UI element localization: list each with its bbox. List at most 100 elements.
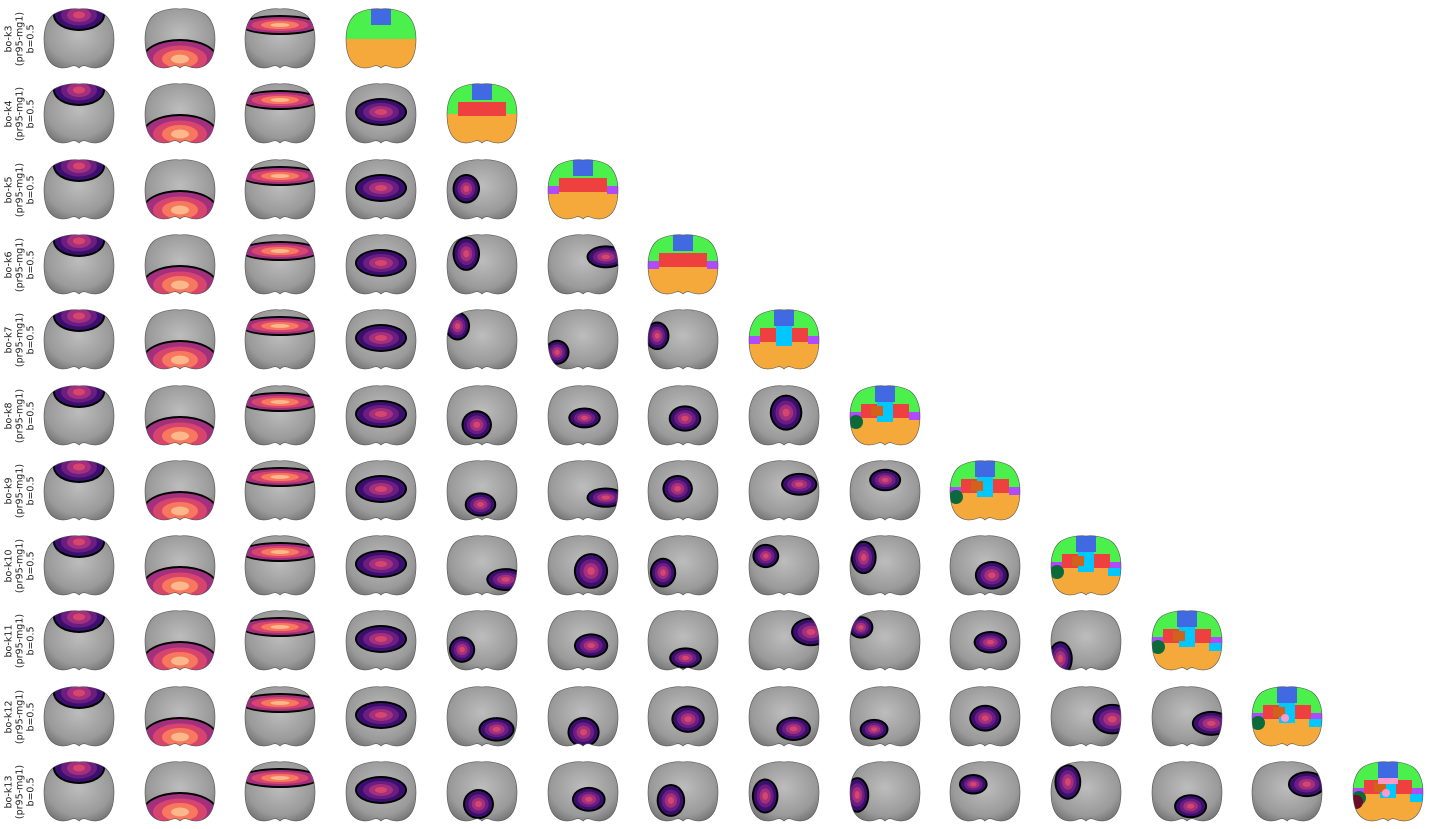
cluster-component-tile — [545, 306, 621, 372]
cluster-component-tile — [343, 231, 419, 297]
brain-map — [1252, 761, 1323, 822]
cluster-component-tile — [746, 683, 822, 749]
row-label: bo-k12 (pr95-mg1) b=0.5 — [0, 687, 40, 747]
brain-map — [245, 83, 316, 144]
cluster-component-tile — [444, 532, 520, 598]
brain-map — [849, 535, 920, 596]
cluster-component-tile — [645, 607, 721, 673]
brain-map — [1050, 610, 1122, 671]
row-label-subtitle: (pr95-mg1) — [14, 689, 26, 744]
row-label-subtitle: (pr95-mg1) — [14, 87, 26, 142]
cluster-component-tile — [444, 758, 520, 824]
brain-map — [849, 686, 920, 747]
cluster-component-tile — [142, 5, 218, 71]
cluster-component-tile — [645, 306, 721, 372]
brain-map — [949, 610, 1021, 671]
brain-map — [647, 384, 719, 445]
brain-map — [43, 384, 115, 445]
row-label-name: bo-k9 — [3, 477, 15, 505]
cluster-component-tile — [41, 306, 117, 372]
brain-map — [43, 535, 115, 596]
row-label: bo-k10 (pr95-mg1) b=0.5 — [0, 536, 40, 596]
brain-map — [446, 234, 518, 295]
row-label-name: bo-k4 — [3, 100, 15, 128]
brain-map — [245, 234, 316, 295]
cluster-component-tile — [746, 532, 822, 598]
brain-map — [144, 460, 215, 521]
cluster-component-tile — [545, 532, 621, 598]
cluster-component-tile — [343, 607, 419, 673]
brain-map — [647, 761, 719, 822]
brain-map — [849, 761, 920, 822]
cluster-map-tile — [645, 231, 721, 297]
brain-map — [345, 761, 417, 822]
cluster-component-tile — [444, 607, 520, 673]
brain-map — [949, 761, 1021, 822]
cluster-map-tile — [746, 306, 822, 372]
row-label: bo-k8 (pr95-mg1) b=0.5 — [0, 386, 40, 446]
cluster-component-tile — [847, 758, 923, 824]
cluster-component-tile — [343, 683, 419, 749]
row-label-subtitle: (pr95-mg1) — [14, 237, 26, 292]
brain-map — [1151, 761, 1222, 822]
cluster-component-tile — [645, 683, 721, 749]
brain-map — [43, 234, 115, 295]
brain-map — [547, 460, 618, 521]
cluster-component-tile — [343, 758, 419, 824]
brain-map — [748, 761, 820, 822]
brain-map — [748, 460, 820, 521]
brain-map — [345, 384, 417, 445]
row-label-subtitle: (pr95-mg1) — [14, 764, 26, 820]
cluster-component-tile — [947, 758, 1023, 824]
cluster-component-tile — [343, 457, 419, 523]
brain-map — [345, 159, 417, 220]
cluster-component-tile — [545, 382, 621, 448]
row-label-name: bo-k13 — [3, 775, 15, 809]
brain-map — [245, 761, 316, 822]
row-label-param: b=0.5 — [25, 175, 37, 205]
brain-map — [446, 309, 518, 370]
row-label-name: bo-k12 — [3, 700, 15, 734]
brain-map — [547, 384, 618, 445]
brain-map — [144, 83, 215, 144]
cluster-component-tile — [645, 758, 721, 824]
cluster-component-tile — [1048, 758, 1124, 824]
cluster-component-tile — [142, 382, 218, 448]
brain-map — [647, 309, 719, 370]
brain-map — [547, 686, 618, 747]
brain-map — [345, 234, 417, 295]
brain-map — [446, 610, 518, 671]
brain-map — [949, 460, 1021, 521]
brain-map — [849, 460, 920, 521]
brain-map — [43, 610, 115, 671]
cluster-component-tile — [242, 306, 318, 372]
cluster-component-tile — [343, 156, 419, 222]
row-label-param: b=0.5 — [25, 400, 37, 431]
brain-map — [144, 309, 215, 370]
row-label-param: b=0.5 — [25, 551, 37, 581]
cluster-component-tile — [41, 758, 117, 824]
cluster-component-tile — [343, 532, 419, 598]
brain-map — [144, 535, 215, 596]
brain-map — [647, 535, 719, 596]
cluster-component-tile — [142, 306, 218, 372]
cluster-component-tile — [545, 457, 621, 523]
cluster-component-tile — [242, 683, 318, 749]
brain-map — [446, 159, 518, 220]
row-label-param: b=0.5 — [25, 99, 37, 129]
cluster-component-tile — [847, 532, 923, 598]
row-label-name: bo-k7 — [3, 326, 15, 354]
row-label-param: b=0.5 — [25, 476, 37, 506]
brain-map — [144, 610, 215, 671]
cluster-component-tile — [142, 683, 218, 749]
cluster-component-tile — [1149, 758, 1225, 824]
cluster-component-tile — [746, 382, 822, 448]
cluster-component-tile — [545, 758, 621, 824]
cluster-component-tile — [142, 80, 218, 146]
brain-map — [647, 234, 719, 295]
brain-map — [43, 686, 115, 747]
cluster-map-tile — [1249, 683, 1325, 749]
cluster-component-tile — [142, 231, 218, 297]
brain-map — [547, 535, 618, 596]
row-label-param: b=0.5 — [25, 325, 37, 355]
